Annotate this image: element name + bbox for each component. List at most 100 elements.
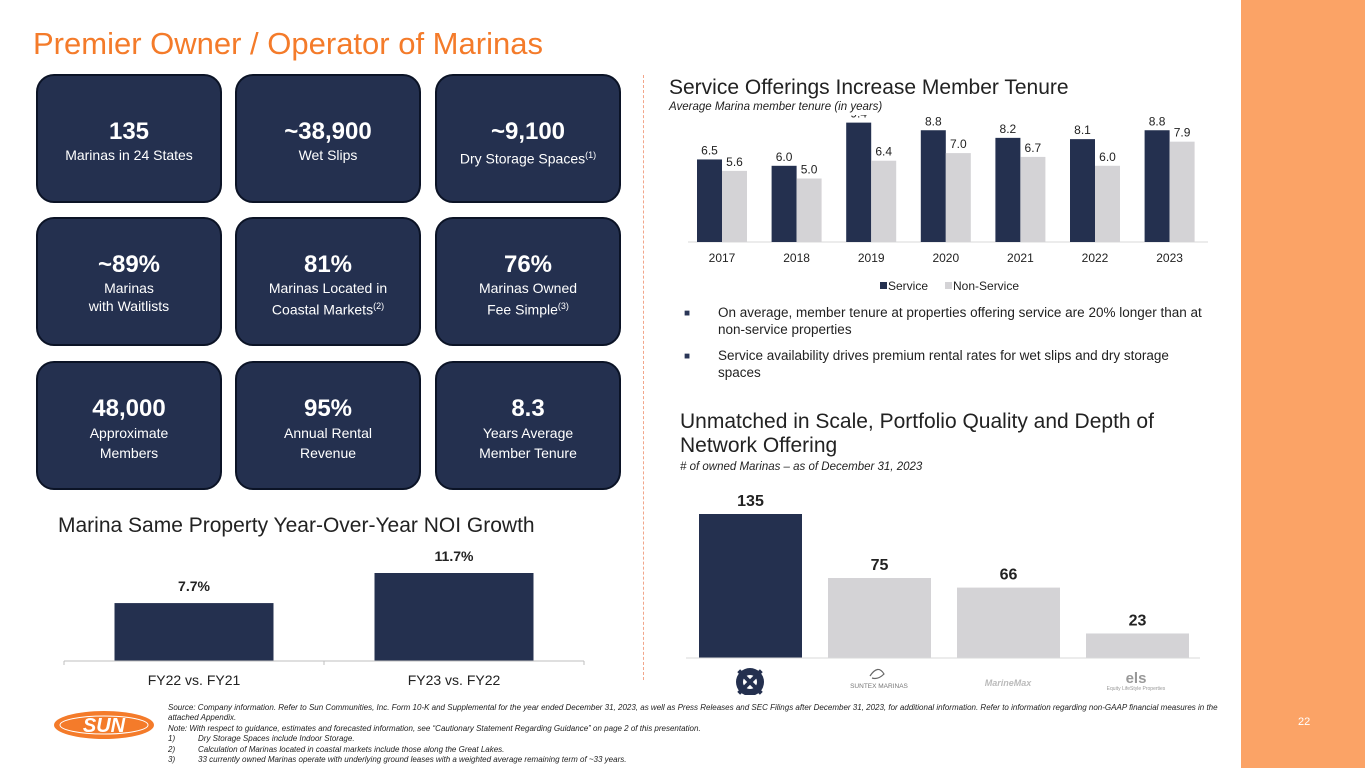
stat-label: Dry Storage Spaces(1) (459, 150, 597, 167)
stat-value: 48,000 (92, 395, 166, 422)
legend-swatch (880, 282, 887, 289)
tenure-chart-subtitle: Average Marina member tenure (in years) (669, 101, 883, 113)
bar-service-2023 (1144, 130, 1170, 242)
source-note: Source: Company information. Refer to Su… (168, 703, 1218, 723)
bar-fy23-vs-fy22 (374, 573, 534, 661)
stat-label: Marinas Located in Coastal Markets(2) (268, 280, 388, 318)
data-label: 6.4 (875, 145, 892, 159)
scale-chart-title: Unmatched in Scale, Portfolio Quality an… (680, 410, 1154, 457)
stat-value: 8.3 (511, 395, 545, 422)
bar-suntex-marinas (828, 578, 931, 658)
side-accent-bar (1241, 0, 1365, 768)
bar-non-service-2021 (1020, 156, 1046, 242)
x-tick-label: 2018 (783, 251, 810, 265)
x-tick-label: FY23 vs. FY22 (408, 672, 501, 688)
bar-non-service-2019 (871, 160, 897, 242)
bar-fy22-vs-fy21 (114, 603, 274, 661)
svg-text:SUN: SUN (83, 715, 126, 737)
data-label: 7.0 (950, 137, 967, 151)
data-label: 6.0 (776, 150, 793, 164)
x-tick-label: 2020 (932, 251, 959, 265)
data-label: 6.7 (1025, 141, 1042, 155)
data-label: 7.7% (178, 578, 210, 594)
footnote-ref: (2) (373, 301, 385, 311)
footnote-item: 3) 33 currently owned Marinas operate wit… (168, 755, 627, 765)
legend-swatch (945, 282, 952, 289)
data-label: 11.7% (435, 548, 474, 564)
bar-service-2021 (995, 137, 1021, 242)
stat-value: ~89% (97, 251, 161, 278)
scale-bar-chart: SUNTEX MARINAS MarineMax els Equity Life… (686, 493, 1200, 695)
bar-service-2020 (920, 130, 946, 242)
bullet-square-icon: ■ (684, 308, 691, 319)
page-title: Premier Owner / Operator of Marinas (33, 26, 543, 61)
stat-value: ~38,900 (284, 118, 372, 145)
suntex-marinas-logo: SUNTEX MARINAS (850, 668, 909, 690)
x-tick-label: 2017 (709, 251, 736, 265)
bullet-item: ■ Service availability drives premium ren… (684, 348, 1169, 380)
stat-tile-annual-rental: 95% Annual Rental Revenue (235, 361, 421, 490)
legend-label: Service (888, 279, 928, 293)
footnote-item: 1) Dry Storage Spaces include Indoor Stor… (168, 734, 355, 744)
bar-service-2017 (697, 159, 722, 242)
guidance-note: Note: With respect to guidance, estimate… (168, 723, 701, 733)
tenure-chart-title: Service Offerings Increase Member Tenure (669, 76, 1069, 99)
stat-tile-wet-slips: ~38,900 Wet Slips (235, 74, 421, 203)
noi-chart-title: Marina Same Property Year-Over-Year NOI … (58, 514, 535, 537)
data-label: 75 (871, 557, 889, 574)
stat-tile-waitlists: ~89% Marinas with Waitlists (36, 217, 222, 346)
stat-value: 95% (303, 395, 353, 422)
bar-non-service-2022 (1095, 165, 1120, 242)
stat-value: 81% (303, 251, 353, 278)
data-label: 66 (1000, 567, 1018, 584)
bar-non-service-2018 (796, 178, 822, 242)
stat-value: ~9,100 (490, 118, 566, 145)
bar-equity-lifestyle-properties (1086, 633, 1189, 658)
svg-text:Equity LifeStyle Properties: Equity LifeStyle Properties (1107, 686, 1166, 692)
footnote-item: 2) Calculation of Marinas located in coas… (168, 744, 505, 754)
stat-label: Marinas in 24 States (65, 147, 193, 163)
tenure-bar-chart: 6.5 5.6 2017 6.0 5.0 2018 9.4 6.4 2019 8.8 7.0 2020… (688, 115, 1208, 293)
x-tick-label: 2023 (1156, 251, 1183, 265)
svg-text:els: els (1126, 670, 1147, 687)
bar-service-2019 (846, 122, 872, 242)
x-tick-label: FY22 vs. FY21 (148, 672, 241, 688)
stat-tile-fee-simple: 76% Marinas Owned Fee Simple(3) (435, 217, 621, 346)
tenure-bullets: ■ On average, member tenure at properties… (684, 304, 1214, 390)
stat-tile-members: 48,000 Approximate Members (36, 361, 222, 490)
section-divider (643, 75, 644, 680)
bar-marinemax (957, 587, 1060, 658)
x-tick-label: 2019 (858, 251, 885, 265)
stat-value: 135 (108, 118, 150, 145)
els-logo: els Equity LifeStyle Properties (1107, 670, 1166, 692)
data-label: 23 (1129, 612, 1147, 629)
data-label: 8.1 (1074, 123, 1091, 137)
page-number: 22 (1298, 716, 1311, 728)
data-label: 8.2 (1000, 122, 1017, 136)
stat-tile-dry-storage: ~9,100 Dry Storage Spaces(1) (435, 74, 621, 203)
bar-service-2022 (1070, 139, 1095, 242)
stat-tile-tenure: 8.3 Years Average Member Tenure (435, 361, 621, 490)
stat-label: Wet Slips (298, 147, 358, 163)
bar-non-service-2017 (722, 170, 747, 242)
sun-communities-icon (736, 668, 764, 695)
bullet-item: ■ On average, member tenure at properties… (684, 305, 1202, 337)
bar-non-service-2020 (945, 153, 971, 242)
footnote-ref: (3) (557, 301, 569, 311)
stat-tile-coastal: 81% Marinas Located in Coastal Markets(2) (235, 217, 421, 346)
stat-label: Marinas Owned Fee Simple(3) (478, 280, 578, 318)
data-label: 135 (737, 493, 764, 510)
x-tick-label: 2021 (1007, 251, 1034, 265)
data-label: 6.5 (701, 143, 718, 157)
stat-label: Marinas with Waitlists (88, 280, 170, 314)
sun-company-logo: SUN (54, 711, 154, 739)
svg-text:SUNTEX MARINAS: SUNTEX MARINAS (850, 683, 908, 690)
stat-tile-marinas: 135 Marinas in 24 States (36, 74, 222, 203)
data-label: 5.0 (801, 163, 818, 177)
stat-value: 76% (503, 251, 553, 278)
legend-label: Non-Service (953, 279, 1019, 293)
footnote-ref: (1) (585, 150, 597, 160)
stat-label: Years Average Member Tenure (479, 425, 577, 461)
data-label: 6.0 (1099, 150, 1116, 164)
svg-text:MarineMax: MarineMax (985, 678, 1033, 688)
